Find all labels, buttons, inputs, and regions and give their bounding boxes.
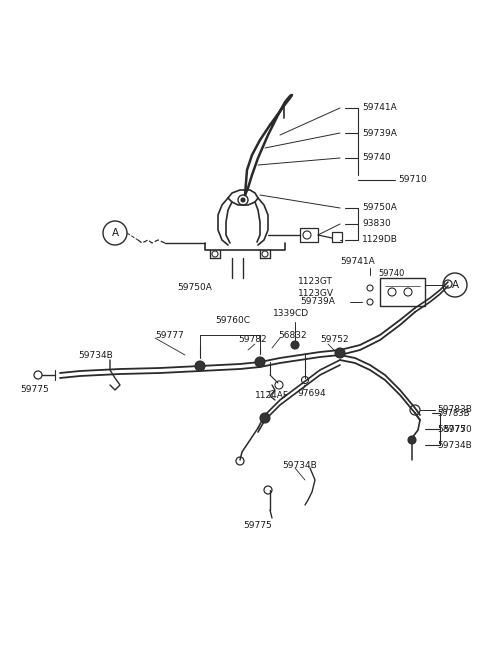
Text: 59783B: 59783B	[437, 405, 472, 415]
Text: 59740: 59740	[362, 153, 391, 162]
Text: 59741A: 59741A	[362, 103, 397, 113]
Text: 59760C: 59760C	[215, 316, 250, 325]
Text: 1123GT: 1123GT	[298, 278, 333, 286]
Text: A: A	[111, 228, 119, 238]
Circle shape	[241, 198, 245, 202]
Text: 59775: 59775	[20, 386, 49, 394]
Text: 59750A: 59750A	[178, 284, 213, 293]
Text: 58775: 58775	[437, 424, 466, 434]
Circle shape	[408, 436, 416, 444]
Text: 59782: 59782	[238, 335, 266, 345]
Bar	[332, 232, 342, 242]
Circle shape	[291, 341, 299, 349]
Text: 1124AF: 1124AF	[255, 390, 289, 400]
Text: 59770: 59770	[443, 424, 472, 434]
Text: A: A	[451, 280, 458, 290]
Text: 59739A: 59739A	[362, 128, 397, 138]
Bar	[380, 278, 425, 306]
Circle shape	[260, 413, 270, 423]
Text: 56832: 56832	[278, 331, 307, 339]
Text: 59734B: 59734B	[78, 350, 113, 360]
Bar	[300, 228, 318, 242]
Text: 59750A: 59750A	[362, 204, 397, 212]
Text: 59740: 59740	[378, 269, 404, 278]
Text: 97694: 97694	[297, 388, 325, 398]
Circle shape	[255, 357, 265, 367]
Text: 59777: 59777	[155, 331, 184, 339]
Circle shape	[195, 361, 205, 371]
Text: 59734B: 59734B	[282, 460, 317, 470]
Text: 59752: 59752	[320, 335, 348, 345]
Text: 59739A: 59739A	[300, 297, 335, 307]
Circle shape	[335, 348, 345, 358]
Text: 1129DB: 1129DB	[362, 236, 398, 244]
Text: 59710: 59710	[398, 176, 427, 185]
Text: 1339CD: 1339CD	[273, 309, 309, 318]
Text: 93830: 93830	[362, 219, 391, 229]
Text: 1123GV: 1123GV	[298, 290, 334, 299]
Text: 59783B: 59783B	[437, 409, 469, 417]
Text: 59734B: 59734B	[437, 441, 472, 449]
Text: 59775: 59775	[244, 521, 272, 529]
Text: 59741A: 59741A	[340, 257, 375, 267]
